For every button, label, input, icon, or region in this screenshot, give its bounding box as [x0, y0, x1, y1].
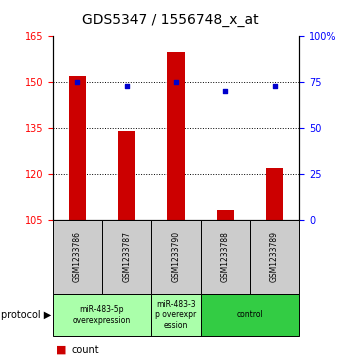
Text: GSM1233788: GSM1233788 [221, 231, 230, 282]
Bar [69, 76, 86, 220]
Point [75, 79, 80, 85]
Bar [217, 211, 234, 220]
Text: GDS5347 / 1556748_x_at: GDS5347 / 1556748_x_at [82, 13, 258, 27]
Text: GSM1233790: GSM1233790 [171, 231, 181, 282]
Point [124, 83, 129, 89]
Point [272, 83, 277, 89]
Text: GSM1233787: GSM1233787 [122, 231, 131, 282]
Text: ■: ■ [56, 345, 67, 355]
Bar [266, 168, 283, 220]
Bar [118, 131, 135, 220]
Bar [167, 52, 185, 220]
Text: miR-483-3
p overexpr
ession: miR-483-3 p overexpr ession [155, 300, 197, 330]
Point [173, 79, 179, 85]
Text: GSM1233786: GSM1233786 [73, 231, 82, 282]
Text: count: count [71, 345, 99, 355]
Text: protocol ▶: protocol ▶ [1, 310, 51, 320]
Text: control: control [237, 310, 263, 319]
Point [222, 88, 228, 94]
Text: miR-483-5p
overexpression: miR-483-5p overexpression [73, 305, 131, 325]
Text: GSM1233789: GSM1233789 [270, 231, 279, 282]
